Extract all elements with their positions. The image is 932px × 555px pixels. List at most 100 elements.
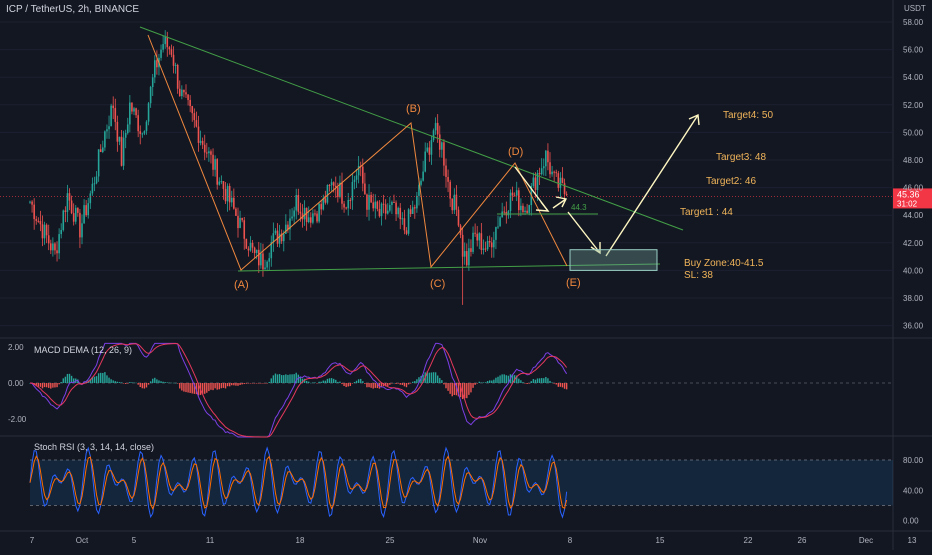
candle-body <box>120 136 123 166</box>
candle-body <box>189 99 191 107</box>
candle-body <box>430 140 433 155</box>
stoch-y-tick: 40.00 <box>903 486 924 495</box>
y-tick-label: 42.00 <box>903 239 924 248</box>
y-tick-label: 44.00 <box>903 211 924 220</box>
candle-body <box>407 209 410 234</box>
macd-histogram-bar <box>555 383 557 385</box>
candle-body <box>451 198 454 211</box>
candle-body <box>50 243 52 251</box>
candle-body <box>384 204 387 214</box>
candle-body <box>174 64 177 66</box>
macd-histogram-bar <box>208 383 210 392</box>
macd-histogram-bar <box>251 383 254 384</box>
stoch-title: Stoch RSI (3, 3, 14, 14, close) <box>34 442 155 452</box>
macd-histogram-bar <box>228 383 231 387</box>
macd-histogram-bar <box>312 382 314 383</box>
x-tick-label: 11 <box>206 536 215 545</box>
macd-histogram-bar <box>272 375 275 383</box>
y-tick-label: 40.00 <box>903 266 924 275</box>
candle-body <box>60 230 62 235</box>
wave-label: (D) <box>508 146 523 158</box>
projection-arrowhead <box>535 201 550 212</box>
candle-body <box>126 124 129 134</box>
macd-histogram-bar <box>39 383 42 387</box>
candle-body <box>258 249 260 266</box>
candle-body <box>515 190 518 196</box>
macd-histogram-bar <box>420 375 422 383</box>
macd-histogram-bar <box>397 383 399 384</box>
macd-histogram-bar <box>149 381 152 383</box>
macd-histogram-bar <box>370 383 372 388</box>
macd-histogram-bar <box>501 374 503 383</box>
macd-histogram-bar <box>124 383 127 384</box>
candle-body <box>386 210 389 214</box>
candle-body <box>461 234 464 257</box>
candle-body <box>555 172 558 174</box>
macd-histogram-bar <box>268 381 270 383</box>
candle-body <box>239 217 241 229</box>
candle-body <box>463 251 466 257</box>
macd-histogram-bar <box>409 383 412 384</box>
candle-body <box>343 203 345 208</box>
macd-histogram-bar <box>459 383 462 398</box>
candle-body <box>559 177 562 188</box>
candle-body <box>449 181 451 199</box>
candle-body <box>320 203 322 210</box>
candle-body <box>493 239 495 248</box>
macd-histogram-bar <box>553 383 555 384</box>
macd-histogram-bar <box>97 373 100 383</box>
macd-histogram-bar <box>538 378 541 383</box>
candle-body <box>106 129 108 132</box>
macd-histogram-bar <box>158 380 160 383</box>
macd-histogram-bar <box>507 375 510 383</box>
macd-histogram-bar <box>414 381 416 383</box>
macd-histogram-bar <box>137 383 139 385</box>
stoch-d-line <box>29 455 568 510</box>
macd-histogram-bar <box>152 378 154 383</box>
buy-zone-label: Buy Zone:40-41.5 <box>684 258 764 269</box>
macd-histogram-bar <box>395 383 397 384</box>
candle-body <box>466 251 468 266</box>
macd-histogram-bar <box>426 371 428 383</box>
macd-histogram-bar <box>341 383 343 385</box>
x-tick-label: 22 <box>744 536 753 545</box>
macd-histogram-bar <box>160 381 162 383</box>
macd-histogram-bar <box>139 383 141 388</box>
candle-body <box>197 126 200 143</box>
candle-body <box>151 77 154 88</box>
candle-body <box>268 258 270 262</box>
candle-body <box>77 207 79 213</box>
candle-body <box>253 247 256 254</box>
candle-body <box>129 102 131 125</box>
macd-histogram-bar <box>464 383 466 399</box>
macd-histogram-bar <box>474 383 476 385</box>
candle-body <box>438 134 441 150</box>
candle-body <box>534 177 537 190</box>
candle-body <box>39 221 42 225</box>
macd-histogram-bar <box>266 383 268 384</box>
candle-body <box>434 122 437 131</box>
candle-body <box>376 201 379 209</box>
candle-body <box>212 154 214 170</box>
macd-histogram-bar <box>276 374 279 383</box>
candle-body <box>486 240 489 250</box>
price-badge-countdown: 31:02 <box>897 199 918 208</box>
candle-body <box>35 219 38 221</box>
macd-histogram-bar <box>214 383 216 389</box>
target-label: Target3: 48 <box>716 152 766 163</box>
candle-body <box>270 241 273 259</box>
candle-body <box>355 175 358 180</box>
macd-histogram-bar <box>484 382 487 383</box>
candle-body <box>237 215 239 229</box>
macd-histogram-bar <box>551 382 553 383</box>
candle-body <box>251 242 254 248</box>
candle-body <box>324 198 327 203</box>
candle-body <box>330 182 333 186</box>
candle-body <box>243 220 246 239</box>
candle-body <box>168 47 171 50</box>
macd-histogram-bar <box>457 383 460 397</box>
candle-body <box>532 177 535 187</box>
macd-histogram-bar <box>233 383 235 386</box>
